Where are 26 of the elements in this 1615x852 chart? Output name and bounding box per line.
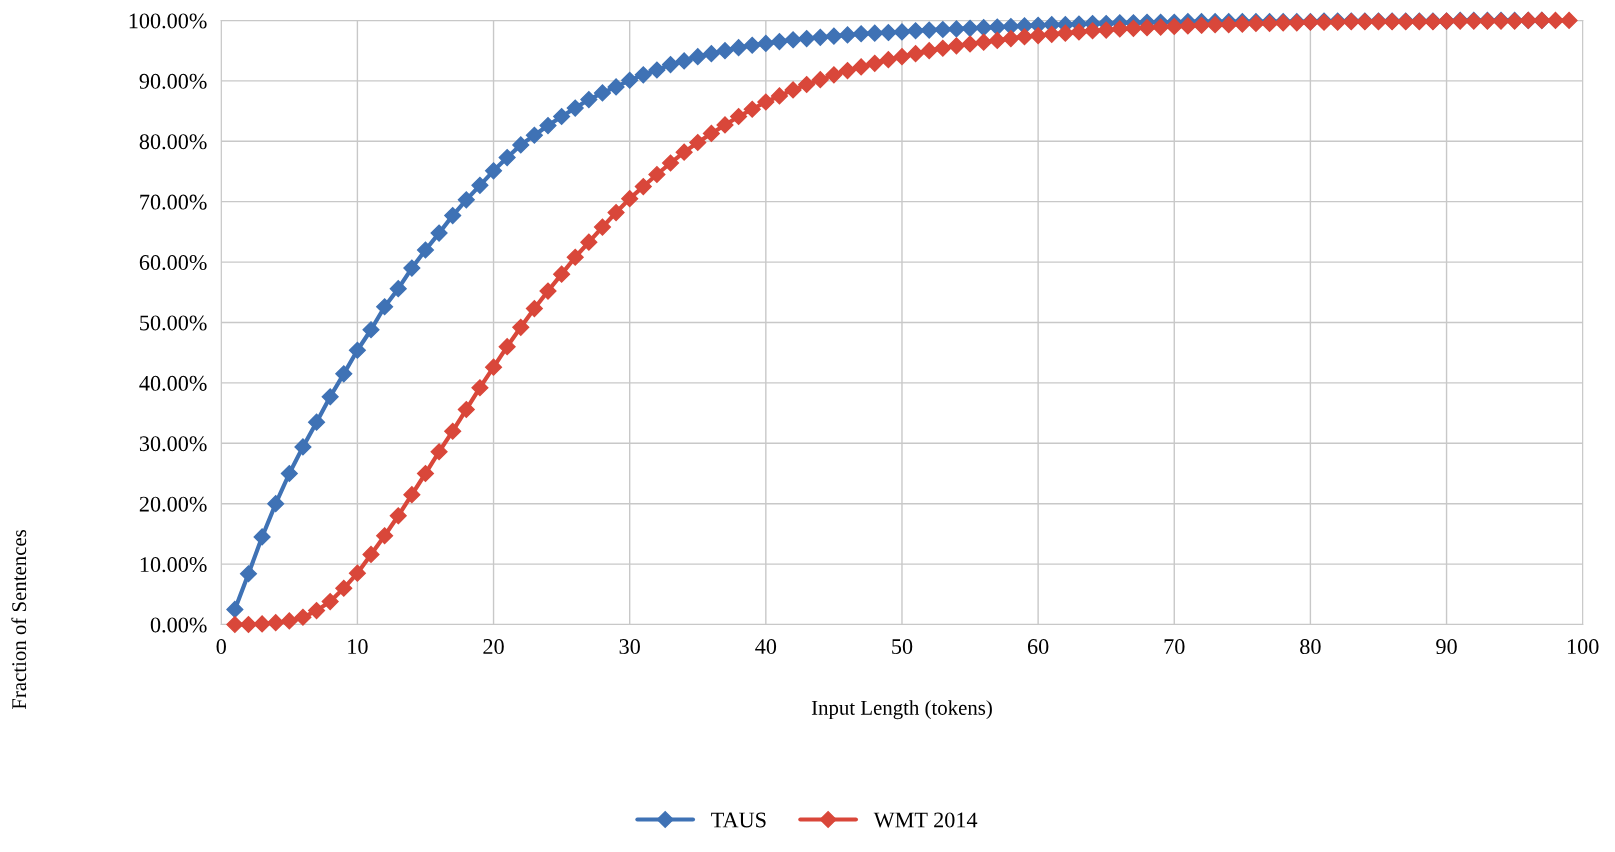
y-tick-label: 10.00% [140,557,207,573]
x-tick-label: 50 [892,639,913,655]
y-tick-label: 70.00% [140,194,207,210]
x-tick-label: 20 [483,639,504,655]
y-tick-label: 30.00% [139,436,207,452]
legend-label: WMT 2014 [873,812,978,828]
y-tick-label: 100.00% [129,13,207,29]
y-tick-label: 50.00% [140,315,207,331]
x-tick-label: 100 [1567,639,1599,655]
y-tick-label: 80.00% [139,134,207,150]
y-tick-label: 0.00% [150,617,207,633]
x-tick-label: 80 [1300,639,1321,655]
x-tick-label: 90 [1436,639,1457,655]
x-tick-label: 40 [755,639,777,655]
x-tick-label: 30 [619,639,640,655]
x-axis-title: Input Length (tokens) [811,700,992,720]
x-tick-label: 70 [1164,639,1185,655]
x-tick-label: 10 [348,639,368,655]
x-tick-label: 0 [216,639,226,655]
y-tick-label: 20.00% [139,496,207,512]
y-tick-label: 60.00% [139,255,207,271]
y-tick-label: 90.00% [139,73,207,89]
y-tick-label: 40.00% [139,375,207,391]
legend-label: TAUS [711,812,766,828]
x-tick-label: 60 [1027,639,1049,655]
y-axis-title: Fraction of Sentences [11,529,27,710]
